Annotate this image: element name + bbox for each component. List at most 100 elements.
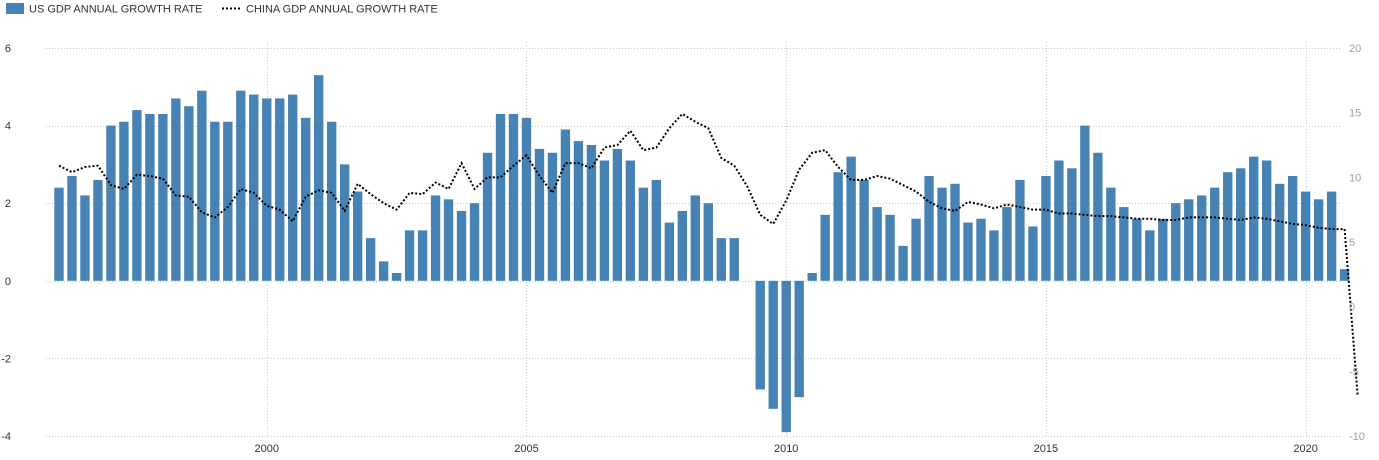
- us-bar: [262, 98, 272, 281]
- us-bar: [430, 195, 441, 281]
- us-bar: [1067, 168, 1077, 281]
- us-bar: [1197, 195, 1207, 281]
- y-left-tick: 4: [5, 121, 11, 133]
- us-bar: [768, 280, 778, 409]
- us-bar: [1093, 152, 1103, 281]
- legend-swatch-us: [6, 3, 24, 14]
- us-bar: [67, 176, 77, 281]
- us-bar: [365, 238, 376, 281]
- y-right-tick: 20: [1349, 43, 1361, 55]
- us-bar: [197, 90, 207, 281]
- us-bar: [1313, 199, 1324, 281]
- us-bar: [106, 125, 116, 281]
- us-bar: [911, 218, 921, 281]
- us-bar: [807, 273, 817, 281]
- us-bar: [1326, 191, 1337, 281]
- us-bar: [80, 195, 90, 281]
- us-bar: [1210, 187, 1220, 281]
- y-left-tick: -2: [1, 353, 11, 365]
- us-bar: [690, 195, 700, 281]
- legend: US GDP ANNUAL GROWTH RATE CHINA GDP ANNU…: [6, 3, 438, 16]
- us-bar: [469, 203, 480, 281]
- us-bar: [1287, 176, 1298, 281]
- us-bar: [184, 106, 194, 281]
- x-axis: 2000 2005 2010 2015 2020: [255, 443, 1318, 455]
- y-left-tick: 2: [5, 198, 11, 210]
- us-bar: [625, 160, 636, 281]
- us-bar: [378, 261, 389, 281]
- us-bar: [1300, 191, 1311, 281]
- us-bar: [340, 164, 350, 281]
- us-bar: [314, 75, 324, 281]
- us-bar: [781, 280, 791, 433]
- us-bar: [1184, 199, 1194, 281]
- us-bar: [495, 113, 506, 281]
- us-bar: [288, 94, 298, 281]
- us-bar: [599, 160, 610, 281]
- us-bar: [1132, 218, 1142, 281]
- us-bar: [93, 179, 103, 281]
- us-bar: [1236, 168, 1246, 281]
- us-bar: [534, 148, 545, 281]
- us-bar: [417, 230, 428, 281]
- y-right-tick: 10: [1349, 172, 1361, 184]
- china-series-line: [58, 112, 1359, 395]
- us-bar: [1339, 269, 1350, 281]
- us-bar: [210, 121, 220, 281]
- us-bar: [950, 183, 960, 281]
- us-bar: [677, 210, 687, 281]
- us-bar: [586, 145, 597, 281]
- us-bar: [327, 121, 337, 281]
- us-bar: [1158, 218, 1168, 281]
- us-bar: [924, 176, 934, 281]
- y-right-tick: 0: [1349, 302, 1355, 314]
- us-bar: [664, 222, 674, 281]
- us-bar: [1223, 172, 1233, 281]
- x-tick: 2015: [1034, 443, 1058, 455]
- us-bar: [482, 152, 493, 281]
- us-bar: [989, 230, 999, 281]
- y-right-tick: 5: [1349, 237, 1355, 249]
- us-bar: [352, 191, 363, 281]
- y-right-tick: -5: [1349, 366, 1359, 378]
- us-bar: [54, 187, 64, 281]
- x-tick: 2020: [1293, 443, 1317, 455]
- us-bar: [1119, 207, 1129, 281]
- us-bar: [1054, 160, 1064, 281]
- us-bar: [651, 179, 662, 281]
- us-bar: [404, 230, 415, 281]
- us-bar: [612, 148, 623, 281]
- us-bar: [898, 245, 908, 281]
- us-bar: [703, 203, 713, 281]
- us-bar: [1171, 203, 1181, 281]
- us-bar: [638, 187, 649, 281]
- us-bar: [1262, 160, 1272, 281]
- left-axis: 6 4 2 0 -2 -4: [1, 43, 11, 443]
- us-bar: [301, 117, 311, 281]
- us-bar: [1145, 230, 1155, 281]
- us-bar: [456, 210, 467, 281]
- us-bar: [846, 156, 856, 281]
- y-right-tick: -10: [1349, 431, 1365, 443]
- us-bar: [1106, 187, 1116, 281]
- y-left-tick: 0: [5, 276, 11, 288]
- us-bar: [1274, 183, 1285, 281]
- us-bar: [976, 218, 986, 281]
- us-bar: [443, 199, 454, 281]
- us-bar: [1028, 226, 1038, 281]
- us-bar: [794, 280, 804, 398]
- us-bar: [521, 117, 532, 281]
- us-bar: [547, 152, 558, 281]
- us-bar: [1002, 207, 1012, 281]
- us-bar: [158, 113, 168, 281]
- y-left-tick: 6: [5, 43, 11, 55]
- us-bar: [820, 214, 830, 281]
- us-bars: [54, 75, 1350, 433]
- us-bar: [937, 187, 947, 281]
- us-bar: [1080, 125, 1090, 281]
- y-right-tick: 15: [1349, 108, 1361, 120]
- us-bar: [755, 280, 765, 390]
- us-bar: [508, 113, 519, 281]
- us-bar: [223, 121, 233, 281]
